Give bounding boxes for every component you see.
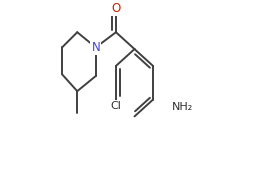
Text: Cl: Cl — [111, 101, 121, 111]
Text: N: N — [91, 41, 100, 54]
Text: O: O — [111, 2, 121, 15]
Text: NH₂: NH₂ — [172, 102, 193, 112]
